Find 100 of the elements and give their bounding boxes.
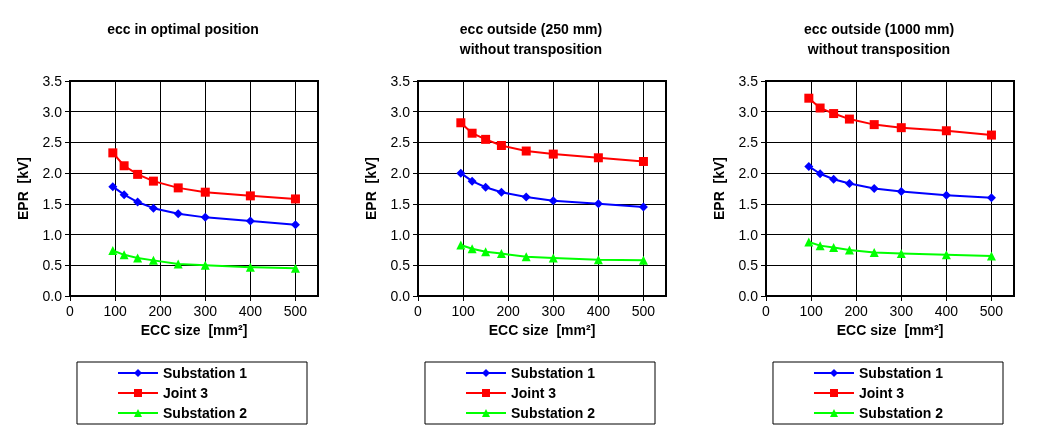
point [245, 191, 255, 201]
y-tick-label: 2.5 [738, 134, 759, 151]
point [869, 247, 879, 257]
x-tick-label: 500 [631, 303, 656, 319]
point [108, 182, 118, 192]
x-tick-label: 0 [762, 303, 771, 319]
point [245, 216, 255, 226]
point [290, 263, 300, 273]
y-tick-label: 1.0 [738, 226, 759, 243]
point [941, 190, 951, 200]
y-tick-label: 1.5 [390, 195, 411, 212]
point [481, 182, 491, 192]
point [108, 246, 118, 256]
point [638, 156, 648, 166]
point [456, 118, 466, 128]
point [173, 209, 183, 219]
x-tick-label: 100 [103, 303, 127, 319]
y-tick-label: 3.5 [42, 73, 63, 89]
x-tick-label: 200 [844, 303, 869, 319]
x-tick-label: 100 [799, 303, 823, 319]
point [148, 176, 158, 186]
x-tick-label: 300 [889, 303, 914, 319]
y-tick-label: 0.0 [42, 288, 63, 304]
point [829, 109, 839, 119]
point [245, 262, 255, 272]
legend-label: Substation 2 [163, 405, 248, 421]
point [200, 260, 210, 270]
point [869, 120, 879, 130]
point [467, 244, 477, 254]
point [148, 255, 158, 265]
point [815, 169, 825, 179]
point [844, 114, 854, 124]
point [173, 259, 183, 269]
y-tick-label: 1.0 [42, 226, 63, 243]
point [496, 249, 506, 259]
y-tick-label: 2.5 [42, 134, 63, 151]
point [200, 212, 210, 222]
legend-label: Substation 1 [511, 365, 596, 381]
point [521, 146, 531, 156]
point [869, 184, 879, 193]
y-tick-label: 3.5 [390, 73, 411, 89]
point [638, 202, 648, 212]
point [148, 203, 158, 213]
point [133, 169, 143, 179]
point [200, 187, 210, 197]
x-axis-title: ECC size [mm²] [836, 321, 944, 338]
y-axis-title: EPR [kV] [711, 156, 727, 221]
y-tick-label: 3.0 [42, 103, 63, 120]
x-tick-label: 100 [451, 303, 475, 319]
point [467, 176, 477, 186]
y-tick-label: 0.0 [738, 288, 759, 304]
point [481, 247, 491, 257]
point [467, 128, 477, 138]
point [896, 123, 906, 133]
point [481, 134, 491, 144]
point [548, 196, 558, 206]
legend-label: Joint 3 [511, 385, 557, 401]
x-tick-label: 300 [193, 303, 218, 319]
point [986, 193, 996, 203]
point [173, 183, 183, 193]
point [804, 161, 814, 171]
point [829, 242, 839, 252]
point [941, 126, 951, 136]
point [456, 240, 466, 250]
point [829, 174, 839, 184]
x-tick-label: 0 [66, 303, 75, 319]
y-tick-label: 2.0 [390, 165, 411, 182]
point [456, 168, 466, 178]
point [119, 190, 129, 200]
x-tick-label: 400 [934, 303, 959, 319]
y-tick-label: 1.0 [390, 226, 411, 243]
point [496, 141, 506, 150]
legend-label: Substation 2 [859, 405, 944, 421]
x-tick-label: 500 [979, 303, 1004, 319]
x-tick-label: 400 [586, 303, 611, 319]
chart-title: ecc outside (250 mm) without transposition [458, 21, 603, 57]
y-tick-label: 0.5 [738, 257, 759, 274]
legend-label: Substation 1 [163, 365, 248, 381]
x-tick-label: 200 [496, 303, 521, 319]
legend-label: Substation 1 [859, 365, 944, 381]
point [804, 93, 814, 103]
y-tick-label: 1.5 [738, 195, 759, 212]
legend-label: Joint 3 [859, 385, 905, 401]
x-tick-label: 500 [283, 303, 308, 319]
point [815, 103, 825, 113]
point [548, 149, 558, 159]
point [521, 192, 531, 202]
point [119, 161, 129, 171]
y-tick-label: 0.0 [390, 288, 411, 304]
x-axis-title: ECC size [mm²] [488, 321, 596, 338]
point [593, 153, 603, 163]
y-tick-label: 3.0 [390, 103, 411, 120]
point [844, 179, 854, 189]
y-tick-label: 2.0 [42, 165, 63, 182]
y-tick-label: 3.5 [738, 73, 759, 89]
y-axis-title: EPR [kV] [15, 156, 31, 221]
point [896, 187, 906, 197]
y-tick-label: 1.5 [42, 195, 63, 212]
chart-title: ecc outside (1000 mm) without transposition [803, 21, 955, 57]
point [496, 187, 506, 197]
